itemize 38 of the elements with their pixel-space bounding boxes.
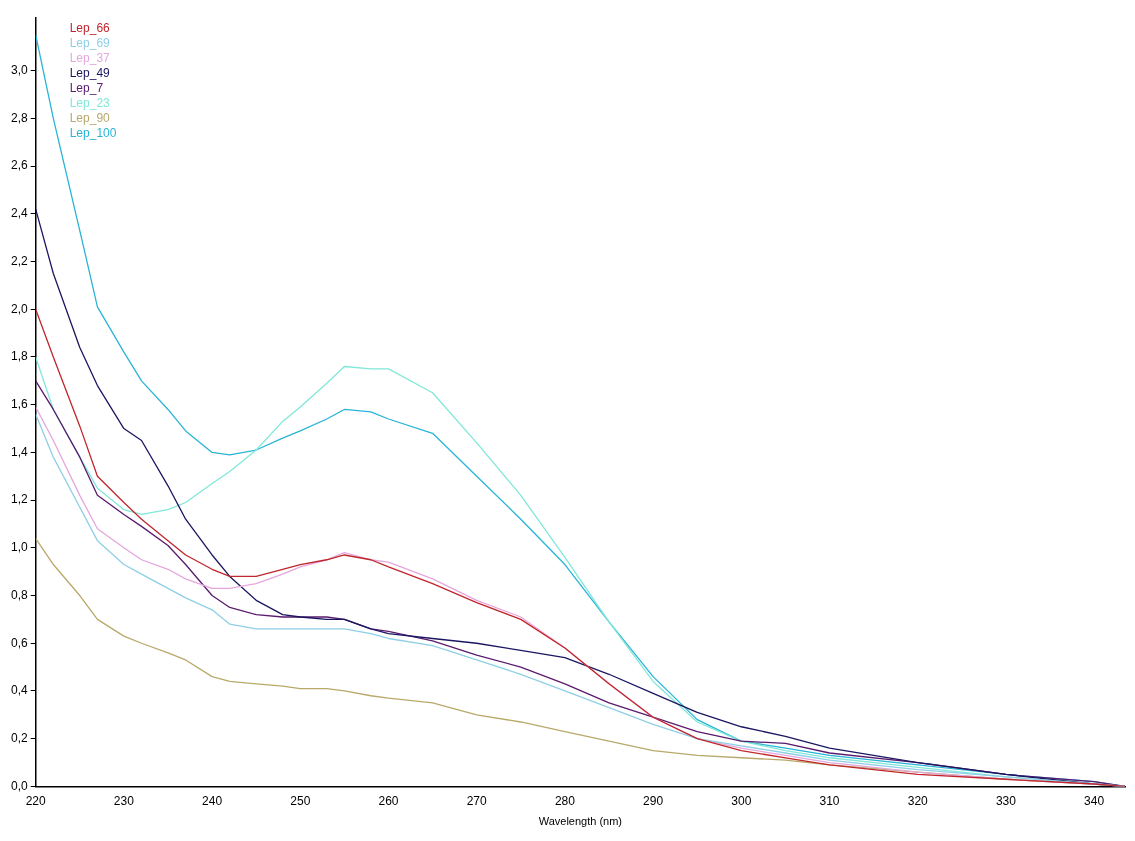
y-tick-label: 1,8 — [10, 349, 28, 364]
x-tick-label: 320 — [907, 793, 929, 808]
y-tick-label: 1,4 — [10, 444, 28, 459]
x-tick-label: 310 — [819, 793, 840, 808]
y-tick-label: 1,2 — [10, 492, 28, 507]
text: Lep_90 — [69, 110, 111, 125]
text: Lep_37 — [69, 50, 111, 65]
x-axis-title: Wavelength (nm) — [538, 815, 623, 828]
x-tick-label: 340 — [1084, 793, 1105, 808]
text: Lep_66 — [69, 20, 111, 35]
text: Lep_7 — [69, 80, 104, 95]
y-tick-label: 0,4 — [10, 683, 28, 698]
x-tick-label: 230 — [113, 793, 135, 808]
x-tick-label: 270 — [466, 793, 488, 808]
y-tick-label: 1,6 — [10, 397, 28, 411]
y-tick-label: 0,2 — [10, 731, 28, 745]
x-tick-label: 300 — [731, 793, 752, 808]
x-tick-label: 290 — [643, 793, 664, 808]
x-tick-label: 240 — [202, 793, 223, 808]
y-tick-label: 2,0 — [10, 301, 28, 316]
x-tick-label: 250 — [290, 793, 311, 808]
text: Lep_69 — [69, 35, 111, 50]
y-tick-label: 3,0 — [10, 63, 28, 77]
text: Lep_49 — [69, 65, 111, 80]
x-tick-label: 330 — [995, 793, 1017, 808]
x-tick-label: 260 — [378, 793, 399, 808]
y-tick-label: 2,4 — [10, 206, 28, 221]
y-tick-label: 0,8 — [10, 587, 28, 602]
text: Lep_23 — [69, 95, 111, 110]
x-tick-label: 220 — [25, 793, 47, 808]
x-tick-label: 280 — [554, 793, 576, 808]
y-tick-label: 2,2 — [10, 253, 28, 268]
y-tick-label: 1,0 — [10, 540, 28, 555]
series-label: Lep_100 — [69, 125, 117, 140]
y-tick-label: 2,6 — [10, 158, 28, 173]
y-tick-label: 0,0 — [10, 778, 28, 793]
y-tick-label: 2,8 — [10, 110, 28, 125]
y-tick-label: 0,6 — [10, 635, 28, 650]
